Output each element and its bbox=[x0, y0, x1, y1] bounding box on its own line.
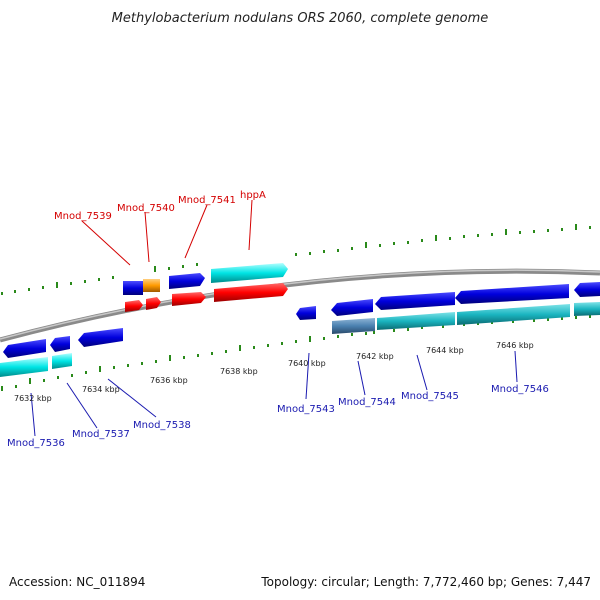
gene-hppa-arrow[interactable] bbox=[211, 263, 288, 283]
rna-feature-2[interactable] bbox=[146, 297, 161, 310]
gene-label-mnod-7538[interactable]: Mnod_7538 bbox=[133, 420, 191, 431]
genome-backbone bbox=[0, 268, 600, 343]
gene-mnod-7545-arrow[interactable] bbox=[375, 292, 455, 310]
gene-label-mnod-7537[interactable]: Mnod_7537 bbox=[72, 429, 130, 440]
gene-label-mnod-7536[interactable]: Mnod_7536 bbox=[7, 438, 65, 449]
reverse-strand-features bbox=[0, 282, 600, 377]
map-title: Methylobacterium nodulans ORS 2060, comp… bbox=[112, 11, 489, 26]
gene-label-mnod-7543[interactable]: Mnod_7543 bbox=[277, 404, 335, 415]
gene-mnod-7539-block[interactable] bbox=[123, 281, 143, 295]
scale-label: 7638 kbp bbox=[220, 367, 258, 376]
scale-label: 7642 kbp bbox=[356, 352, 394, 361]
gene-mnod-7538-arrow[interactable] bbox=[78, 328, 123, 347]
bottom-leader-lines bbox=[30, 350, 518, 437]
forward-strand-features bbox=[123, 263, 288, 312]
teal-feature-1[interactable] bbox=[377, 312, 455, 330]
scale-label: 7632 kbp bbox=[14, 394, 52, 403]
scale-label: 7634 kbp bbox=[82, 385, 120, 394]
scale-label: 7644 kbp bbox=[426, 346, 464, 355]
gene-label-mnod-7545[interactable]: Mnod_7545 bbox=[401, 391, 459, 402]
gene-label-mnod-7546[interactable]: Mnod_7546 bbox=[491, 384, 549, 395]
rna-feature-3[interactable] bbox=[172, 292, 206, 306]
bottom-gene-labels: Mnod_7536 Mnod_7537 Mnod_7538 Mnod_7543 … bbox=[7, 384, 549, 449]
teal-feature-2[interactable] bbox=[457, 304, 570, 325]
genome-summary-text: Topology: circular; Length: 7,772,460 bp… bbox=[260, 575, 591, 589]
gene-mnod-7540-block[interactable] bbox=[143, 279, 160, 292]
gene-label-hppa[interactable]: hppA bbox=[240, 190, 266, 201]
gene-mnod-7541-arrow[interactable] bbox=[169, 273, 205, 289]
slate-feature[interactable] bbox=[332, 318, 375, 334]
top-gene-labels: Mnod_7539 Mnod_7540 Mnod_7541 hppA bbox=[54, 190, 266, 222]
gene-mnod-7544-arrow[interactable] bbox=[331, 299, 373, 316]
scale-label: 7636 kbp bbox=[150, 376, 188, 385]
accession-text: Accession: NC_011894 bbox=[9, 575, 145, 589]
inner-tick-track bbox=[1, 315, 591, 391]
rna-feature-1[interactable] bbox=[125, 300, 143, 312]
gene-mnod-7536-arrow[interactable] bbox=[3, 339, 46, 358]
cyan-feature-2[interactable] bbox=[52, 353, 72, 369]
gene-mnod-7543-arrow[interactable] bbox=[296, 306, 316, 320]
gene-mnod-7546-arrow[interactable] bbox=[455, 284, 569, 304]
gene-label-mnod-7540[interactable]: Mnod_7540 bbox=[117, 203, 175, 214]
teal-feature-3[interactable] bbox=[574, 302, 600, 316]
cyan-feature-1[interactable] bbox=[0, 357, 48, 377]
scale-label: 7640 kbp bbox=[288, 359, 326, 368]
scale-label: 7646 kbp bbox=[496, 341, 534, 350]
gene-mnod-7537-arrow[interactable] bbox=[50, 336, 70, 352]
scale-labels: 7632 kbp 7634 kbp 7636 kbp 7638 kbp 7640… bbox=[14, 341, 534, 403]
top-leader-lines bbox=[81, 199, 253, 266]
gene-label-mnod-7544[interactable]: Mnod_7544 bbox=[338, 397, 396, 408]
gene-label-mnod-7539[interactable]: Mnod_7539 bbox=[54, 211, 112, 222]
outer-tick-track bbox=[1, 224, 591, 295]
gene-partial-right-arrow[interactable] bbox=[574, 282, 600, 297]
rna-feature-4[interactable] bbox=[214, 283, 288, 302]
gene-label-mnod-7541[interactable]: Mnod_7541 bbox=[178, 195, 236, 206]
